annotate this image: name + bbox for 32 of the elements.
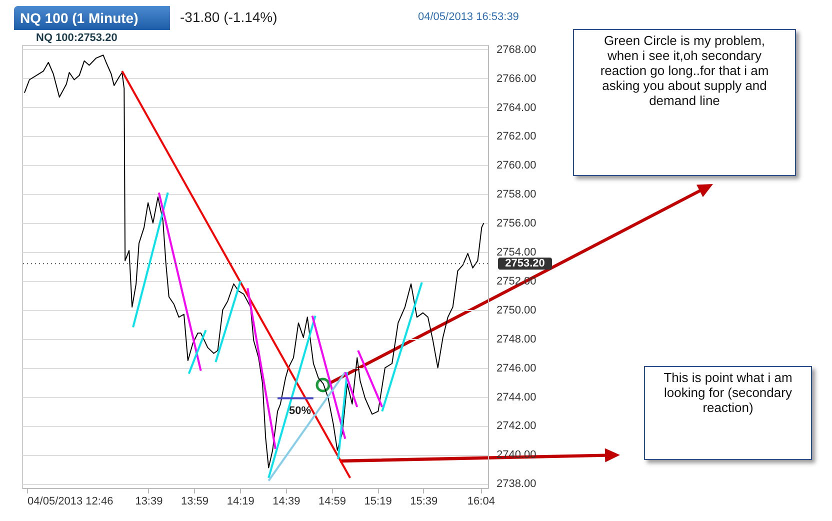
x-tick-label: 14:59 xyxy=(318,496,346,508)
x-tick-label: 16:04 xyxy=(467,496,495,508)
annotation: 50% xyxy=(289,405,312,417)
y-tick-label: 2750.00 xyxy=(496,304,536,316)
text: This is point what i am looking for (secondary reaction) xyxy=(644,366,812,460)
text: Green Circle is my problem, when i see it,oh secondary reaction go long..for that i am asking you about supply and demand line xyxy=(573,29,796,176)
x-tick-label: 13:39 xyxy=(135,496,163,508)
x-tick-label: 13:59 xyxy=(181,496,209,508)
ref-line-label: 2753.20 xyxy=(505,258,545,270)
y-tick-label: 2766.00 xyxy=(496,72,536,85)
y-tick-label: 2754.00 xyxy=(496,246,536,259)
chart-title: NQ 100 (1 Minute) xyxy=(14,6,170,30)
text: 04/05/2013 16:53:39 xyxy=(418,11,519,23)
y-tick-label: 2764.00 xyxy=(496,102,536,114)
y-tick-label: 2762.00 xyxy=(496,130,536,143)
y-tick-label: 2758.00 xyxy=(496,188,536,201)
chart-subtitle: -31.80 (-1.14%) xyxy=(180,9,278,25)
text: NQ 100:2753.20 xyxy=(36,32,118,44)
y-tick-label: 2768.00 xyxy=(496,44,536,56)
x-tick-label: 14:19 xyxy=(226,496,254,508)
y-tick-label: 2756.00 xyxy=(496,218,536,230)
y-tick-label: 2760.00 xyxy=(496,160,536,172)
y-tick-label: 2746.00 xyxy=(496,362,536,374)
x-tick-label: 14:39 xyxy=(272,496,300,508)
y-tick-label: 2748.00 xyxy=(496,333,536,346)
x-tick-label: 04/05/2013 12:46 xyxy=(28,496,114,508)
line-series xyxy=(24,54,484,468)
x-tick-label: 15:19 xyxy=(364,496,392,508)
x-tick-label: 15:39 xyxy=(410,496,438,508)
y-tick-label: 2744.00 xyxy=(496,391,536,404)
y-tick-label: 2742.00 xyxy=(496,420,536,432)
y-tick-label: 2738.00 xyxy=(496,478,536,490)
